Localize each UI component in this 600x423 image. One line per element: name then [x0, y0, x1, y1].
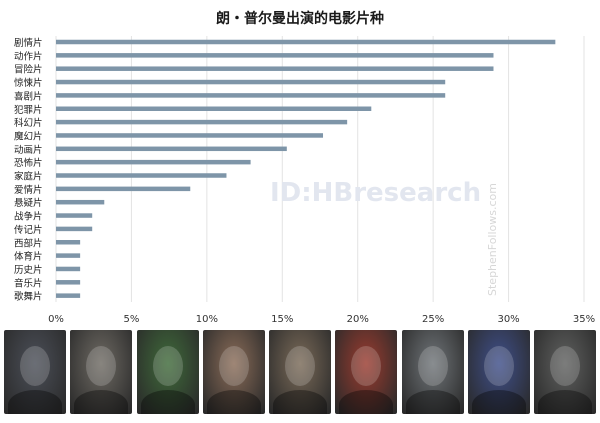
portrait-man-suit: [202, 330, 265, 414]
portrait-hermit: [70, 330, 133, 414]
bar: [56, 213, 93, 218]
face-shape: [550, 346, 580, 386]
category-label: 传记片: [14, 224, 43, 236]
portrait-grey-hair-man: [534, 330, 596, 414]
bar-chart: 0% 5% 10% 15% 20% 25% 30% 35% 剧情片动作片冒险片惊悚片喜剧片犯罪片…: [14, 36, 595, 325]
shoulders-shape: [471, 390, 526, 414]
face-shape: [417, 346, 448, 386]
x-tick-label: 30%: [497, 314, 519, 325]
bar: [56, 39, 556, 45]
shoulders-shape: [538, 390, 592, 414]
portrait-navy-cap: [4, 330, 66, 414]
face-shape: [152, 346, 183, 386]
bar: [56, 280, 81, 285]
bar: [56, 240, 81, 245]
chart-title: 朗・普尔曼出演的电影片种: [216, 11, 384, 27]
x-tick-label: 0%: [48, 314, 64, 325]
shoulders-shape: [8, 390, 62, 414]
shoulders-shape: [273, 390, 327, 414]
portrait-blue-cartoon: [467, 330, 530, 414]
bar: [56, 199, 105, 205]
face-shape: [20, 346, 50, 386]
portrait-man-closeup: [269, 330, 331, 414]
x-tick-label: 15%: [271, 314, 293, 325]
x-tick-label: 10%: [196, 314, 218, 325]
category-label: 悬疑片: [14, 197, 43, 209]
category-label: 犯罪片: [14, 104, 43, 116]
face-shape: [351, 346, 382, 386]
bar: [56, 53, 494, 58]
face-shape: [285, 346, 315, 386]
category-label: 战争片: [14, 211, 43, 223]
bar: [56, 253, 81, 258]
category-label: 喜剧片: [14, 90, 43, 102]
bar: [56, 173, 227, 178]
bar: [56, 226, 93, 232]
category-label: 体育片: [14, 251, 43, 263]
shoulders-shape: [74, 390, 129, 414]
face-shape: [483, 346, 514, 386]
bar: [56, 66, 494, 71]
category-label: 历史片: [14, 264, 43, 276]
bar: [56, 186, 191, 192]
category-label: 西部片: [14, 237, 43, 249]
shoulders-shape: [206, 390, 261, 414]
shoulders-shape: [405, 390, 460, 414]
category-label: 爱情片: [14, 184, 43, 196]
bar: [56, 159, 251, 165]
category-label: 音乐片: [14, 277, 43, 289]
bar: [56, 146, 287, 152]
category-label: 动画片: [14, 144, 43, 156]
portrait-strip: [4, 330, 596, 414]
category-label: 动作片: [14, 50, 43, 62]
x-tick-label: 20%: [347, 314, 369, 325]
category-label: 恐怖片: [14, 157, 43, 169]
face-shape: [86, 346, 117, 386]
face-shape: [218, 346, 249, 386]
bar: [56, 119, 348, 125]
bar: [56, 106, 372, 111]
bar: [56, 293, 81, 298]
category-label: 剧情片: [14, 37, 43, 49]
bar: [56, 133, 324, 138]
x-tick-label: 25%: [422, 314, 444, 325]
x-tick-label: 35%: [573, 314, 595, 325]
portrait-grey-man: [401, 330, 464, 414]
shoulders-shape: [140, 390, 195, 414]
category-label: 歌舞片: [14, 291, 43, 303]
shoulders-shape: [339, 390, 394, 414]
category-label: 科幻片: [14, 117, 43, 129]
bar: [56, 266, 81, 272]
category-label: 魔幻片: [14, 130, 43, 142]
portrait-hellboy: [335, 330, 398, 414]
category-label: 家庭片: [14, 171, 43, 183]
bar: [56, 79, 446, 85]
category-label: 冒险片: [14, 64, 43, 76]
x-tick-label: 5%: [123, 314, 139, 325]
bar: [56, 93, 446, 98]
portrait-green-cartoon: [136, 330, 199, 414]
category-label: 惊悚片: [14, 77, 43, 89]
